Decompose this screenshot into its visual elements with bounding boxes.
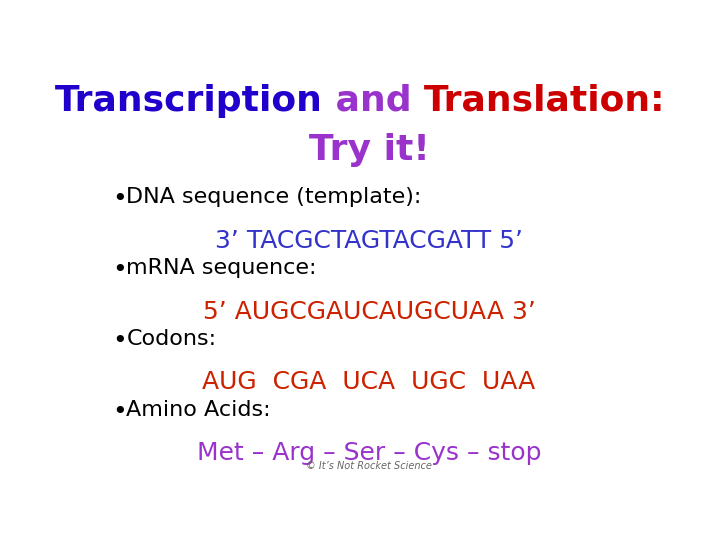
Text: •: • xyxy=(112,187,127,212)
Text: Transcription: Transcription xyxy=(55,84,323,118)
Text: Translation:: Translation: xyxy=(424,84,665,118)
Text: •: • xyxy=(112,329,127,353)
Text: Met – Arg – Ser – Cys – stop: Met – Arg – Ser – Cys – stop xyxy=(197,441,541,465)
Text: DNA sequence (template):: DNA sequence (template): xyxy=(126,187,422,207)
Text: •: • xyxy=(112,400,127,423)
Text: © It’s Not Rocket Science: © It’s Not Rocket Science xyxy=(306,462,432,471)
Text: 5’ AUGCGAUCAUGCUAA 3’: 5’ AUGCGAUCAUGCUAA 3’ xyxy=(202,300,536,323)
Text: and: and xyxy=(323,84,424,118)
Text: •: • xyxy=(112,258,127,282)
Text: Codons:: Codons: xyxy=(126,329,217,349)
Text: Amino Acids:: Amino Acids: xyxy=(126,400,271,420)
Text: AUG  CGA  UCA  UGC  UAA: AUG CGA UCA UGC UAA xyxy=(202,370,536,394)
Text: Try it!: Try it! xyxy=(309,133,429,167)
Text: mRNA sequence:: mRNA sequence: xyxy=(126,258,317,278)
Text: 3’ TACGCTAGTACGATT 5’: 3’ TACGCTAGTACGATT 5’ xyxy=(215,229,523,253)
